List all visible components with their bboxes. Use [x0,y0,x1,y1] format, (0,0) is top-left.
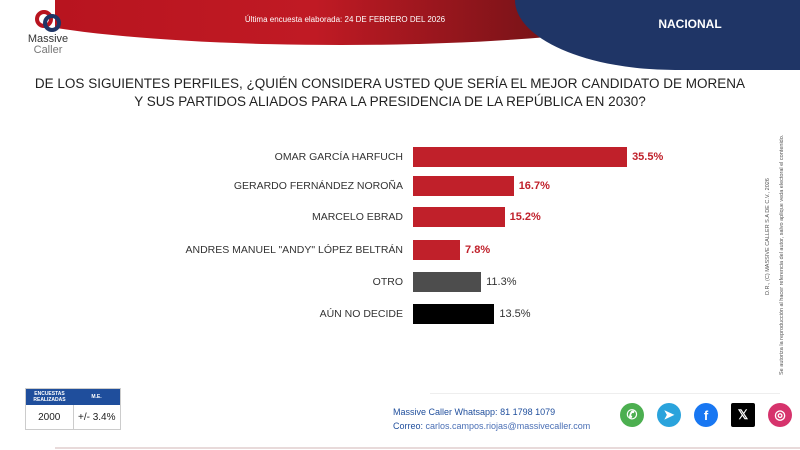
logo-icon [33,8,63,34]
surveys-header: ENCUESTAS REALIZADAS [33,391,66,403]
category-label: OMAR GARCÍA HARFUCH [274,151,403,163]
whatsapp-icon[interactable]: ✆ [620,403,644,427]
logo-text-2: Caller [33,44,63,56]
value-label: 15.2% [509,211,541,223]
email-link[interactable]: carlos.campos.riojas@massivecaller.com [425,421,591,431]
copyright-text: D.R., (C) MASSIVE CALLER S.A DE C.V., 20… [765,178,771,295]
me-header: M.E. [91,394,102,400]
logo-text-1: Massive [27,33,69,45]
header-blue-band [515,0,800,70]
whatsapp-label: Massive Caller Whatsapp: [393,407,498,417]
bar [413,147,628,167]
surveys-value: 2000 [38,411,61,423]
email-label: Correo: [393,421,424,431]
bar [413,207,505,227]
value-label: 7.8% [465,244,491,256]
x-icon[interactable]: 𝕏 [731,403,755,427]
value-label: 35.5% [632,151,664,163]
instagram-icon[interactable]: ◎ [768,403,792,427]
bar [413,240,461,260]
me-value: +/- 3.4% [72,405,121,429]
stats-table: ENCUESTAS REALIZADAS M.E. 2000 +/- 3.4% [25,388,121,430]
category-label: AÚN NO DECIDE [319,308,403,320]
survey-date: Última encuesta elaborada: 24 DE FEBRERO… [244,15,446,24]
category-label: GERARDO FERNÁNDEZ NOROÑA [233,180,403,192]
value-label: 11.3% [486,276,517,288]
header-red-band [55,0,575,45]
divider [55,447,800,449]
bar [413,176,514,196]
category-label: MARCELO EBRAD [311,211,403,223]
telegram-icon[interactable]: ➤ [657,403,681,427]
value-label: 16.7% [518,180,550,192]
facebook-icon[interactable]: f [694,403,718,427]
contact-info: Massive Caller Whatsapp: 81 1798 1079 Co… [393,405,590,433]
category-label: ANDRES MANUEL "ANDY" LÓPEZ BELTRÁN [185,244,403,256]
legal-notice: D.R., (C) MASSIVE CALLER S.A DE C.V., 20… [757,120,797,380]
whatsapp-number[interactable]: 81 1798 1079 [500,407,556,417]
value-label: 13.5% [499,308,531,320]
reproduction-text: Se autoriza la reproducción al hacer ref… [779,134,785,375]
region-label: NACIONAL [658,17,722,31]
category-label: OTRO [372,276,403,288]
bar [413,272,482,292]
divider [430,393,780,394]
bar [413,304,495,324]
question-title: DE LOS SIGUIENTES PERFILES, ¿QUIÉN CONSI… [34,76,746,109]
logo: Massive Caller [18,8,78,56]
